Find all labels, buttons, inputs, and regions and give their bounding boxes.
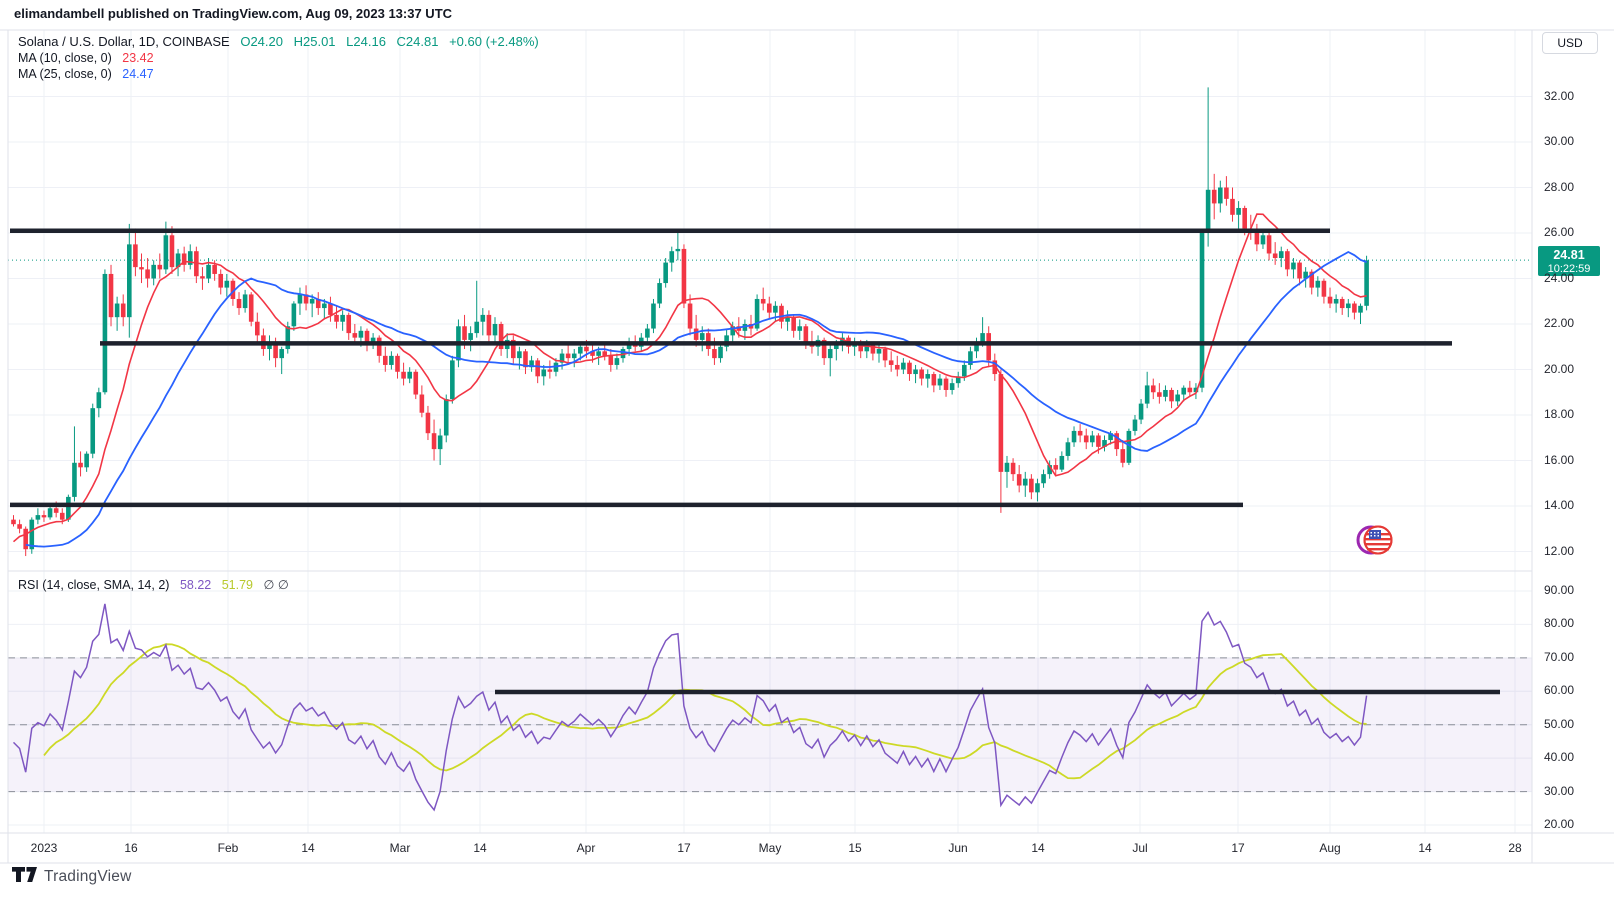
change-value: +0.60 (+2.48%) xyxy=(449,34,539,49)
rsi-axis-label: 90.00 xyxy=(1544,583,1575,597)
symbol-title: Solana / U.S. Dollar, 1D, COINBASE xyxy=(18,34,230,49)
x-axis-tick-label: May xyxy=(758,841,782,855)
x-axis-tick-label: Apr xyxy=(576,841,596,855)
x-axis-tick-label: Jun xyxy=(948,841,968,855)
rsi-sma-value: 51.79 xyxy=(221,578,253,592)
rsi-empty-sets: ∅ ∅ xyxy=(263,578,289,592)
price-axis-label: 18.00 xyxy=(1544,407,1575,421)
last-price-value: 24.81 xyxy=(1553,248,1585,263)
ma10-label: MA (10, close, 0) xyxy=(18,51,112,65)
rsi-axis-label: 20.00 xyxy=(1544,817,1575,831)
ohlc-open: O24.20 xyxy=(240,34,283,49)
tradingview-logo[interactable]: TradingView xyxy=(12,867,132,887)
x-axis-tick-label: 16 xyxy=(124,841,138,855)
x-axis-tick-label: 14 xyxy=(473,841,487,855)
rsi-value: 58.22 xyxy=(179,578,212,592)
x-axis-tick-label: 15 xyxy=(848,841,862,855)
x-axis-tick-label: 14 xyxy=(1031,841,1045,855)
publish-header: elimandambell published on TradingView.c… xyxy=(14,6,453,21)
x-axis-tick-label: 14 xyxy=(301,841,315,855)
x-axis-tick-label: 17 xyxy=(677,841,691,855)
price-axis-label: 12.00 xyxy=(1544,543,1575,558)
ohlc-close: C24.81 xyxy=(396,34,439,49)
price-axis-label: 30.00 xyxy=(1544,134,1575,148)
price-axis-label: 22.00 xyxy=(1544,316,1575,330)
bar-countdown: 10:22:59 xyxy=(1547,262,1591,275)
ma25-label: MA (25, close, 0) xyxy=(18,67,112,81)
x-axis-tick-label: Jul xyxy=(1132,841,1148,855)
ohlc-high: H25.01 xyxy=(293,34,336,49)
x-axis-tick-label: Feb xyxy=(217,841,239,855)
x-axis-tick-label: Mar xyxy=(389,841,411,855)
ma10-value: 23.42 xyxy=(122,51,154,65)
x-axis-tick-label: 28 xyxy=(1508,841,1522,855)
rsi-axis-label: 30.00 xyxy=(1544,783,1575,798)
tradingview-logo-text: TradingView xyxy=(44,868,132,885)
price-axis-label: 32.00 xyxy=(1544,88,1575,103)
last-price-badge: 24.81 10:22:59 xyxy=(1538,246,1600,277)
rsi-axis-label: 50.00 xyxy=(1544,716,1575,731)
x-axis-tick-label: 14 xyxy=(1418,841,1432,855)
price-axis-label: 16.00 xyxy=(1544,452,1575,467)
rsi-axis-label: 80.00 xyxy=(1544,616,1575,631)
rsi-axis-label: 70.00 xyxy=(1544,649,1575,664)
x-axis-tick-label: 17 xyxy=(1231,841,1245,855)
rsi-legend: RSI (14, close, SMA, 14, 2) 58.22 51.79 … xyxy=(18,577,289,592)
us-flag-watermark-icon xyxy=(1356,522,1398,558)
x-axis-tick-label: Aug xyxy=(1319,841,1341,855)
symbol-legend: Solana / U.S. Dollar, 1D, COINBASE O24.2… xyxy=(18,34,539,82)
ma25-value: 24.47 xyxy=(122,67,154,81)
rsi-label: RSI (14, close, SMA, 14, 2) xyxy=(18,578,170,592)
price-axis-label: 28.00 xyxy=(1544,179,1575,194)
ohlc-low: L24.16 xyxy=(346,34,386,49)
x-axis-tick-label: 2023 xyxy=(30,841,58,855)
rsi-axis-label: 40.00 xyxy=(1544,750,1575,765)
currency-unit-button[interactable]: USD xyxy=(1542,32,1598,54)
price-axis-label: 24.00 xyxy=(1544,270,1575,285)
price-axis-label: 14.00 xyxy=(1544,498,1575,512)
price-axis-label: 20.00 xyxy=(1544,361,1575,376)
price-axis-label: 26.00 xyxy=(1544,225,1575,239)
tradingview-logo-icon xyxy=(12,867,37,887)
rsi-axis-label: 60.00 xyxy=(1544,683,1575,698)
